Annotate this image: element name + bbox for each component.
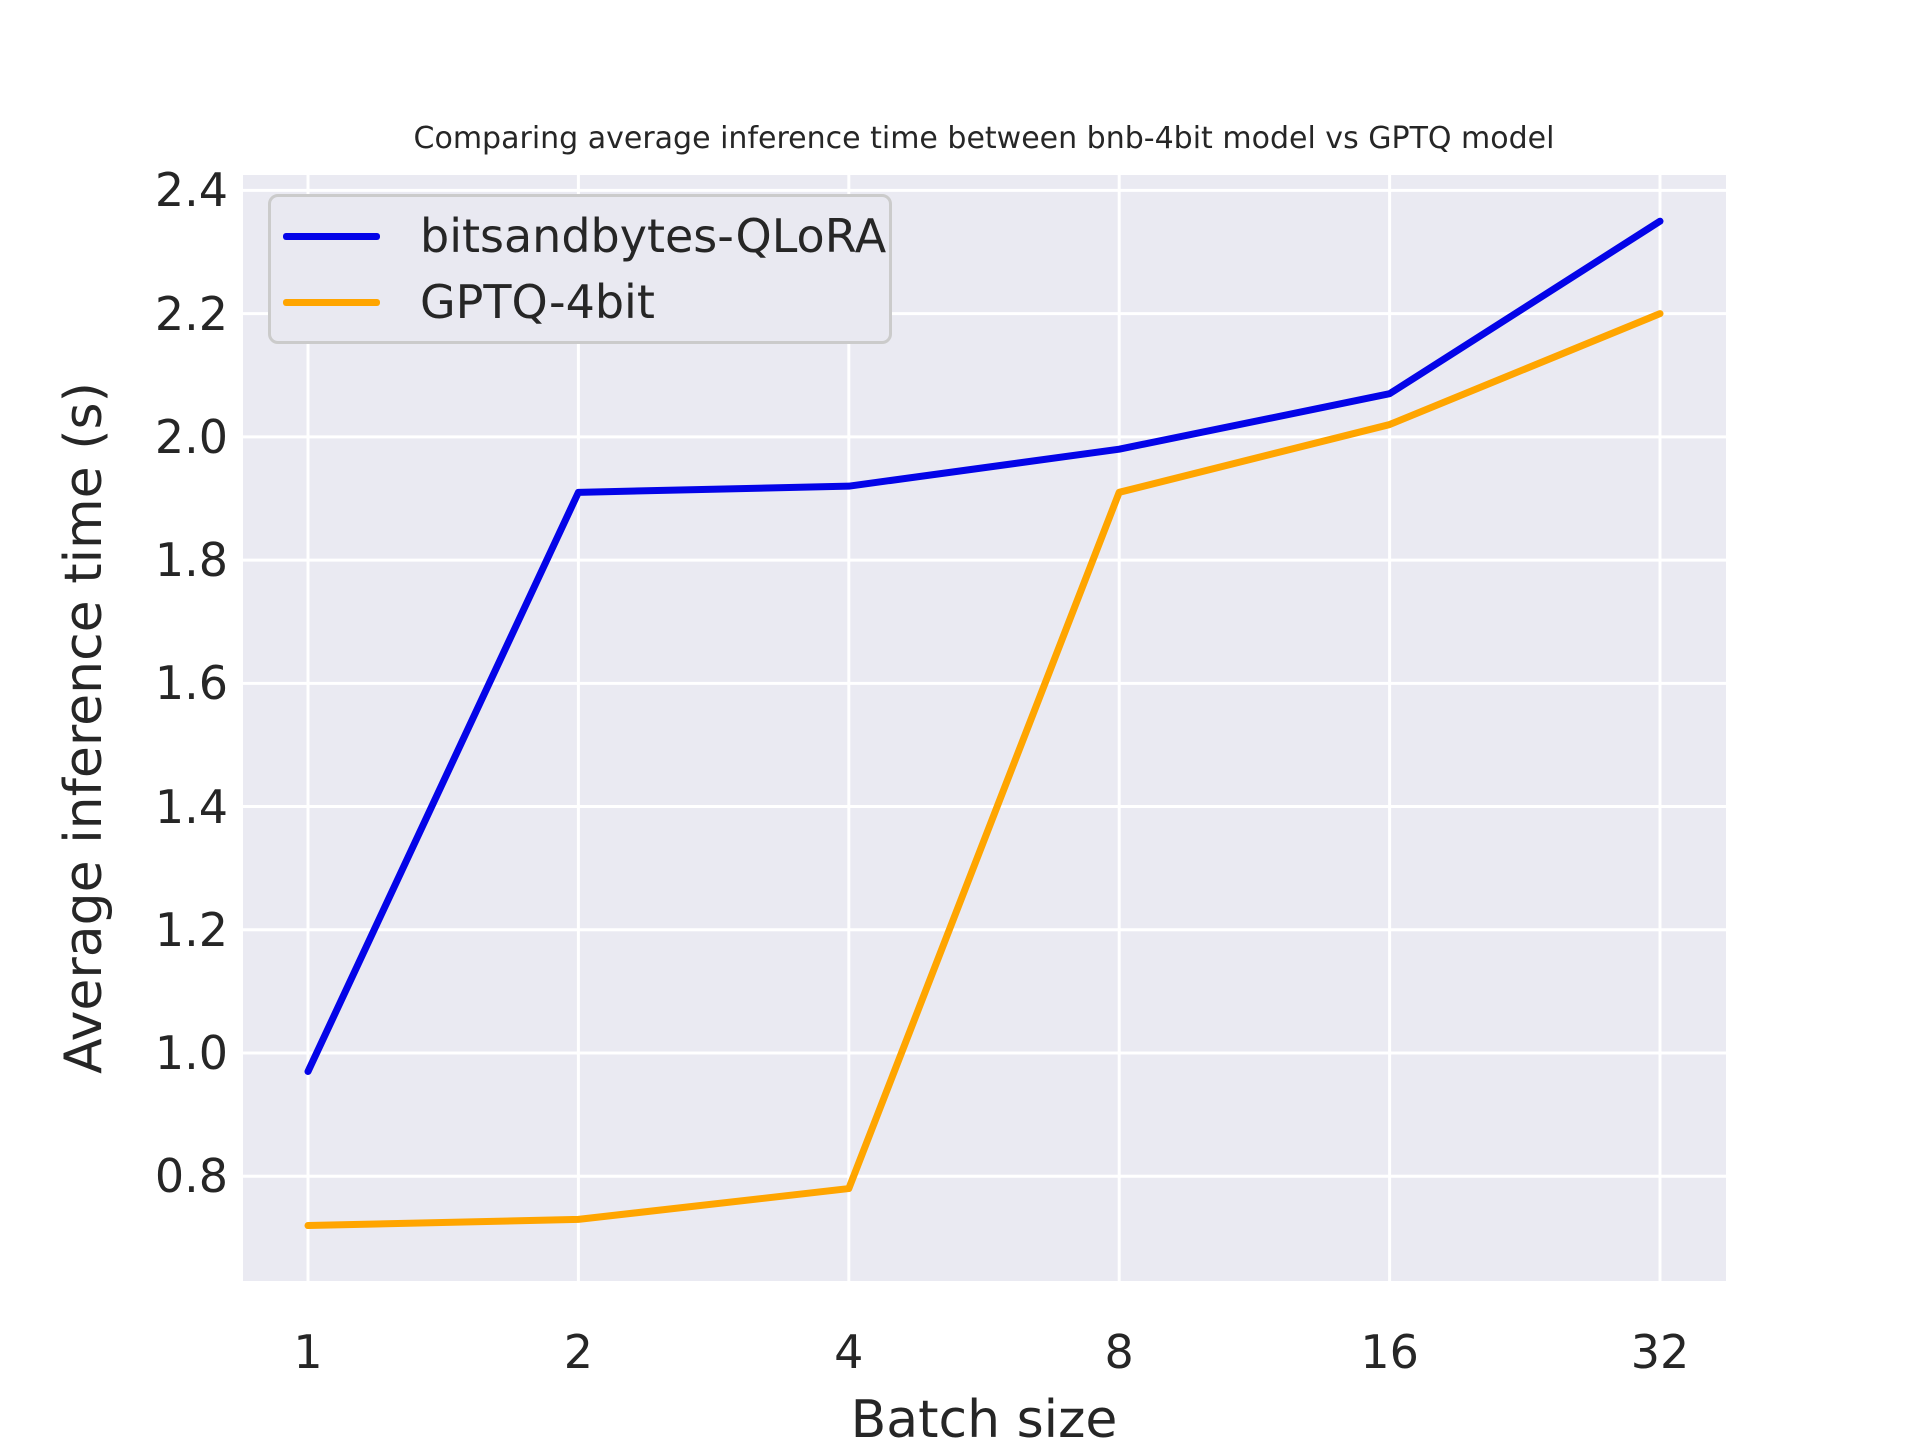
y-axis-label: Average inference time (s) — [54, 382, 114, 1074]
y-tick-label: 2.0 — [154, 409, 228, 464]
y-tick-label: 0.8 — [154, 1149, 228, 1204]
y-tick-label: 2.2 — [154, 286, 228, 341]
chart-title: Comparing average inference time between… — [413, 121, 1555, 156]
y-tick-label: 1.4 — [154, 779, 228, 834]
y-tick-label: 1.8 — [154, 533, 228, 588]
legend-swatch-blue-line — [283, 232, 380, 240]
x-axis-label: Batch size — [850, 1390, 1118, 1440]
x-tick-label: 2 — [563, 1325, 594, 1379]
legend: bitsandbytes-QLoRA GPTQ-4bit — [268, 194, 892, 344]
y-tick-label: 2.4 — [154, 163, 228, 218]
legend-item-gptq: GPTQ-4bit — [283, 275, 889, 329]
legend-label: bitsandbytes-QLoRA — [420, 209, 887, 263]
x-tick-label: 1 — [293, 1325, 323, 1379]
y-tick-label: 1.6 — [154, 656, 228, 711]
x-tick-label: 32 — [1630, 1325, 1690, 1379]
x-tick-label: 4 — [834, 1325, 864, 1379]
x-tick-label: 8 — [1104, 1325, 1134, 1379]
x-tick-label: 16 — [1360, 1325, 1419, 1379]
legend-swatch-orange-line — [283, 298, 380, 306]
y-tick-label: 1.2 — [154, 902, 228, 957]
legend-label: GPTQ-4bit — [420, 275, 655, 329]
y-tick-label: 1.0 — [154, 1026, 228, 1081]
legend-item-bitsandbytes: bitsandbytes-QLoRA — [283, 209, 889, 263]
